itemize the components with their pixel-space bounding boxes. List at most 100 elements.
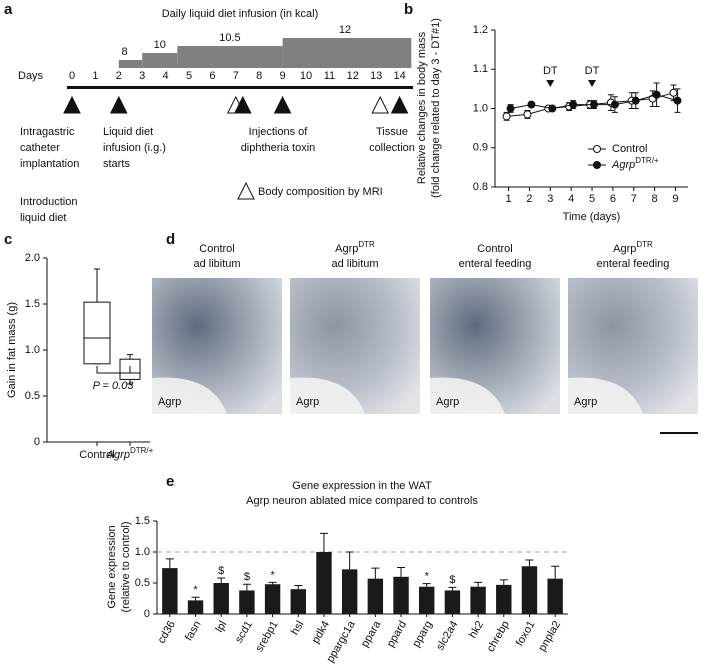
x-tick-label: 2 [526, 193, 532, 205]
x-tick-label: 4 [568, 193, 574, 205]
event-marker [237, 181, 255, 200]
error-bar [191, 596, 200, 601]
bar [393, 576, 409, 614]
step-label: 12 [339, 24, 351, 36]
x-tick-label: pdk4 [310, 619, 332, 646]
x-tick-label: hk2 [467, 619, 486, 640]
significance: $ [244, 571, 250, 583]
event-marker [109, 95, 128, 114]
day-label: 12 [347, 70, 359, 82]
bar [496, 584, 512, 614]
legend-label: Control [612, 143, 647, 155]
image-label: Agrp [436, 396, 459, 408]
x-tick-label: pnpla2 [536, 619, 563, 654]
point [502, 112, 511, 121]
bar [521, 566, 538, 614]
day-label: 1 [92, 70, 98, 82]
error-bar [397, 567, 406, 577]
x-tick-label: hsl [289, 619, 306, 637]
error-bar [217, 577, 226, 583]
y-axis-label: (relative to control) [120, 521, 132, 612]
x-tick-label: 8 [652, 193, 658, 205]
x-tick-label: 9 [672, 193, 678, 205]
mri-legend: Body composition by MRI [258, 186, 383, 198]
point [652, 90, 661, 99]
panel-label: b [404, 1, 413, 18]
note: Injections of [249, 126, 309, 138]
bracket [96, 366, 131, 374]
diet-step [118, 60, 143, 68]
dt-label: DT [543, 65, 558, 77]
significance: * [193, 584, 198, 596]
micrograph-region [290, 377, 365, 414]
x-tick-label: ppara [359, 618, 384, 649]
image-caption: ad libitum [193, 258, 240, 270]
event-marker [63, 95, 81, 114]
x-tick-label: 7 [631, 193, 637, 205]
dt-marker [588, 80, 597, 87]
whisker [127, 354, 133, 385]
error-bar [242, 583, 251, 591]
y-tick-label: 0.5 [25, 390, 40, 402]
day-label: 9 [280, 70, 286, 82]
y-axis-label: Gene expression [106, 525, 118, 608]
note: infusion (i.g.) [103, 142, 166, 154]
error-bar [525, 559, 534, 567]
panel-label: e [166, 473, 174, 490]
y-tick-label: 0 [144, 608, 150, 620]
bar [213, 583, 229, 614]
event-marker [273, 95, 292, 114]
y-tick-label: 0 [34, 436, 40, 448]
point [506, 104, 515, 113]
x-tick-label: 3 [547, 193, 553, 205]
image-caption: enteral feeding [459, 258, 532, 270]
bar [367, 578, 384, 614]
point [590, 100, 599, 109]
y-tick-label: 1.0 [473, 102, 488, 114]
x-axis-label: Time (days) [563, 211, 621, 223]
image-label: Agrp [158, 396, 181, 408]
axis-label: Days [18, 70, 44, 82]
image-label: Agrp [296, 396, 319, 408]
x-tick-label: lpl [213, 619, 229, 635]
x-tick-label: slc2a4 [434, 619, 460, 653]
bar [316, 552, 332, 614]
error-bar [371, 567, 380, 579]
x-tick-label: pparg [410, 619, 434, 649]
x-tick-label: ppard [385, 619, 409, 649]
point [527, 100, 536, 109]
legend-marker [593, 145, 601, 153]
day-label: 8 [256, 70, 262, 82]
y-tick-label: 1.0 [25, 344, 40, 356]
error-bar [499, 579, 508, 585]
timeline-title: Daily liquid diet infusion (in kcal) [162, 8, 319, 20]
note: liquid diet [20, 212, 66, 224]
point [569, 100, 578, 109]
y-tick-label: 1.1 [473, 63, 488, 75]
y-tick-label: 0.5 [135, 577, 150, 589]
diet-step [142, 53, 178, 68]
point [523, 110, 532, 119]
error-bar [165, 558, 174, 569]
bar [187, 600, 204, 614]
micrograph-region [568, 377, 643, 414]
bar [341, 569, 358, 614]
day-label: 6 [209, 70, 215, 82]
day-label: 14 [393, 70, 405, 82]
chart-title: Agrp neuron ablated mice compared to con… [246, 495, 478, 507]
day-label: 11 [324, 70, 335, 82]
x-tick-label: chrebp [485, 619, 512, 654]
y-axis-label: Relative changes in body mass [416, 31, 428, 184]
y-tick-label: 1.5 [135, 515, 150, 527]
error-bar [319, 532, 328, 552]
event-marker [371, 95, 390, 114]
error-bar [345, 551, 354, 570]
note: starts [103, 158, 130, 170]
bar [547, 578, 563, 614]
legend-label: AgrpDTR/+ [611, 156, 659, 171]
x-tick-label: Control [79, 449, 114, 461]
legend-marker [593, 161, 601, 169]
diet-step [282, 38, 412, 68]
error-bar [422, 583, 431, 587]
error-bar [268, 581, 277, 585]
